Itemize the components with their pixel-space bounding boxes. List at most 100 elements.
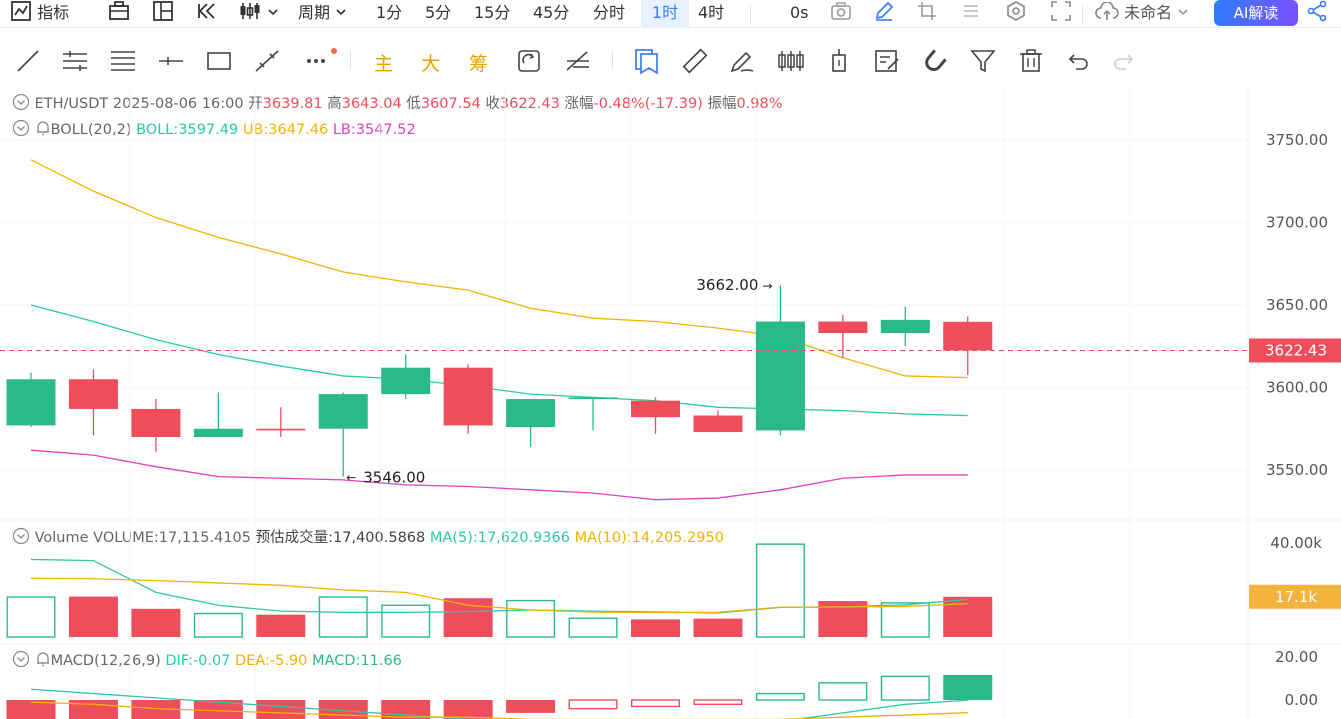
volume-value: VOLUME:17,115.4105: [93, 530, 252, 546]
macd-dif-value: DIF:-0.07: [165, 653, 231, 669]
trend-line-tool[interactable]: [14, 43, 44, 79]
macd-bar: [193, 700, 243, 719]
candle-body: [631, 400, 680, 418]
screenshot-button[interactable]: [830, 0, 852, 28]
main-chart-toggle[interactable]: 主: [374, 53, 394, 75]
replay-button[interactable]: [196, 0, 218, 28]
macd-bar: [631, 699, 681, 708]
price-axis-tick: 3700.00: [1266, 214, 1328, 232]
candles-tool[interactable]: [776, 43, 806, 79]
ruler-tool[interactable]: [680, 43, 710, 79]
cloud-layout-dropdown[interactable]: 未命名: [1095, 0, 1189, 28]
volume-bar: [68, 596, 118, 637]
filter-tool[interactable]: [968, 43, 998, 79]
share-button[interactable]: [1306, 0, 1328, 28]
collapse-chevron-icon[interactable]: [12, 527, 30, 545]
high-value: 3643.04: [341, 96, 402, 112]
chip-distribution-toggle[interactable]: 筹: [469, 53, 489, 75]
note-tool[interactable]: [872, 43, 902, 79]
interval-4h[interactable]: 4时: [698, 3, 725, 22]
fullscreen-icon: [1051, 1, 1071, 21]
candle: [318, 392, 368, 477]
bell-icon[interactable]: [35, 120, 51, 136]
candle-body: [755, 321, 805, 431]
cloud-upload-icon: [1095, 1, 1119, 20]
boll-lower-line: [30, 449, 968, 501]
single-candle-tool[interactable]: [825, 43, 855, 79]
volume-last-label: 17.1k: [1275, 588, 1317, 606]
magnet-tool[interactable]: [920, 43, 950, 79]
delete-drawings-tool[interactable]: [1016, 43, 1046, 79]
volume-bar: [443, 598, 493, 637]
last-price-label: 3622.43: [1265, 341, 1327, 359]
ai-analysis-button[interactable]: AI解读: [1214, 0, 1298, 26]
candle-body: [381, 367, 431, 395]
interval-timeshare[interactable]: 分时: [593, 3, 626, 22]
low-value: 3607.54: [420, 96, 481, 112]
boll-mid-line: [30, 304, 968, 417]
briefcase-icon: [109, 1, 129, 20]
list-button[interactable]: [960, 0, 982, 28]
macd-bar: [693, 699, 743, 705]
macd-bar: [443, 700, 493, 719]
collapse-chevron-icon[interactable]: [12, 93, 30, 111]
volume-bar: [818, 601, 868, 637]
fib-lines-tool[interactable]: [108, 43, 138, 79]
price-axis-tick: 3750.00: [1266, 131, 1328, 149]
candle: [880, 306, 930, 347]
interval-15m[interactable]: 15分: [474, 3, 511, 22]
template-button[interactable]: [108, 0, 130, 28]
indicators-button[interactable]: 指标: [10, 0, 69, 28]
collapse-chevron-icon[interactable]: [12, 650, 30, 668]
candles-icon: [778, 51, 804, 71]
price-axis-tick: 3550.00: [1266, 461, 1328, 479]
ohlc-info-line: ETH/USDT 2025-08-06 16:00 开3639.81 高3643…: [12, 92, 783, 113]
macd-bar: [256, 700, 306, 719]
macd-bar: [381, 700, 431, 719]
boll-lb-value: LB:3547.52: [332, 122, 416, 138]
large-order-toggle[interactable]: 大: [421, 53, 441, 75]
bell-icon[interactable]: [35, 651, 51, 667]
collapse-chevron-icon[interactable]: [12, 119, 30, 137]
boll-label: BOLL(20,2): [50, 122, 132, 138]
hide-drawings-tool[interactable]: [563, 43, 593, 79]
layout-button[interactable]: [152, 0, 174, 28]
interval-1m[interactable]: 1分: [376, 3, 403, 22]
sync-tool[interactable]: [514, 43, 544, 79]
boll-ub-value: UB:3647.46: [242, 122, 329, 138]
interval-45m[interactable]: 45分: [533, 3, 570, 22]
volume-bar: [568, 617, 618, 638]
interval-5m[interactable]: 5分: [425, 3, 452, 22]
candle: [381, 354, 431, 400]
boll-info-line: BOLL(20,2) BOLL:3597.49 UB:3647.46 LB:35…: [12, 119, 416, 138]
symbol-label: ETH/USDT: [34, 96, 109, 112]
measure-tool[interactable]: [252, 43, 282, 79]
redo-button[interactable]: [1110, 43, 1140, 79]
settings-button[interactable]: [1005, 0, 1027, 28]
volume-bar: [693, 618, 743, 637]
period-dropdown[interactable]: 周期: [298, 0, 347, 28]
interval-1h[interactable]: 1时: [641, 0, 689, 28]
macd-axis-tick: 0.00: [1285, 691, 1318, 709]
redo-icon: [1114, 54, 1134, 70]
parallel-channel-tool[interactable]: [60, 43, 90, 79]
toolbar-divider: [612, 51, 613, 69]
chart-type-dropdown[interactable]: [238, 0, 279, 28]
volume-bar: [256, 614, 306, 637]
draw-edit-button[interactable]: [873, 0, 895, 28]
change-label: 涨幅: [564, 96, 594, 112]
more-tools[interactable]: [302, 43, 337, 79]
crop-icon: [918, 2, 936, 20]
macd-bar: [6, 700, 56, 719]
crop-button[interactable]: [916, 0, 938, 28]
candle: [256, 407, 306, 437]
brush-tool[interactable]: [727, 43, 757, 79]
undo-button[interactable]: [1062, 43, 1092, 79]
fullscreen-button[interactable]: [1050, 0, 1072, 28]
rectangle-tool[interactable]: [204, 43, 234, 79]
horizontal-ray-tool[interactable]: [156, 43, 186, 79]
annotation-tool[interactable]: [632, 43, 662, 79]
macd-bar: [506, 700, 556, 713]
candle: [693, 410, 743, 433]
close-value: 3622.43: [499, 96, 560, 112]
